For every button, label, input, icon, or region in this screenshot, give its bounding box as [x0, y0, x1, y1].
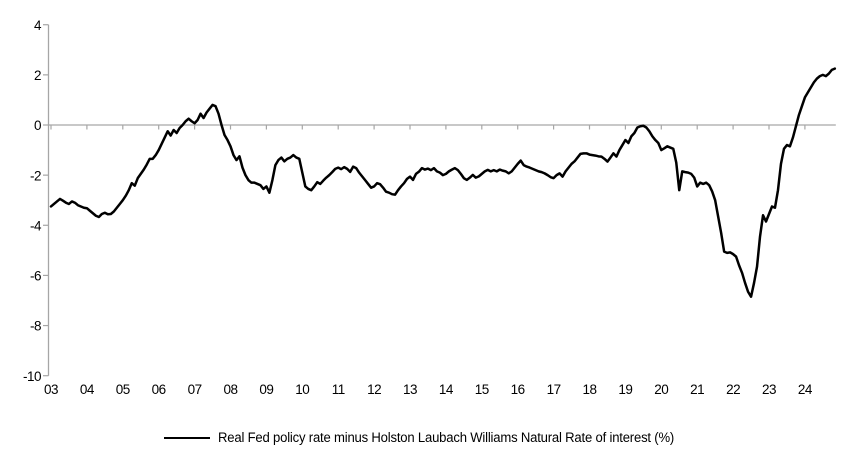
x-axis-label: 03 — [44, 382, 58, 397]
x-axis-label: 10 — [295, 382, 309, 397]
y-axis-label: 2 — [34, 68, 41, 83]
x-axis-label: 06 — [152, 382, 166, 397]
x-axis-label: 08 — [223, 382, 237, 397]
x-axis-label: 11 — [332, 382, 345, 397]
x-axis-label: 14 — [439, 382, 454, 397]
x-axis-label: 04 — [80, 382, 95, 397]
x-axis-label: 09 — [259, 382, 273, 397]
x-axis-label: 22 — [726, 382, 740, 397]
x-axis-label: 15 — [475, 382, 489, 397]
y-axis-label: -2 — [30, 168, 41, 183]
chart-legend: Real Fed policy rate minus Holston Lauba… — [0, 430, 852, 445]
legend-series-label: Real Fed policy rate minus Holston Lauba… — [217, 430, 674, 445]
x-axis-label: 20 — [654, 382, 668, 397]
x-axis-label: 13 — [403, 382, 417, 397]
y-axis-label: -4 — [30, 218, 42, 233]
y-axis-label: -10 — [23, 369, 41, 384]
data-series-line — [49, 67, 837, 298]
x-axis-label: 18 — [582, 382, 596, 397]
x-axis-label: 23 — [762, 382, 776, 397]
x-axis-label: 16 — [511, 382, 525, 397]
y-axis-label: -6 — [30, 269, 41, 284]
x-axis-label: 24 — [798, 382, 813, 397]
x-axis-label: 21 — [690, 382, 704, 397]
x-axis-label: 07 — [188, 382, 202, 397]
y-axis-label: 4 — [34, 18, 42, 33]
x-axis-label: 05 — [116, 382, 130, 397]
x-axis-label: 17 — [547, 382, 561, 397]
y-axis-label: 0 — [34, 118, 41, 133]
y-axis-label: -8 — [30, 319, 41, 334]
x-axis-label: 12 — [367, 382, 381, 397]
legend-line-sample — [163, 436, 210, 439]
x-axis-label: 19 — [618, 382, 632, 397]
